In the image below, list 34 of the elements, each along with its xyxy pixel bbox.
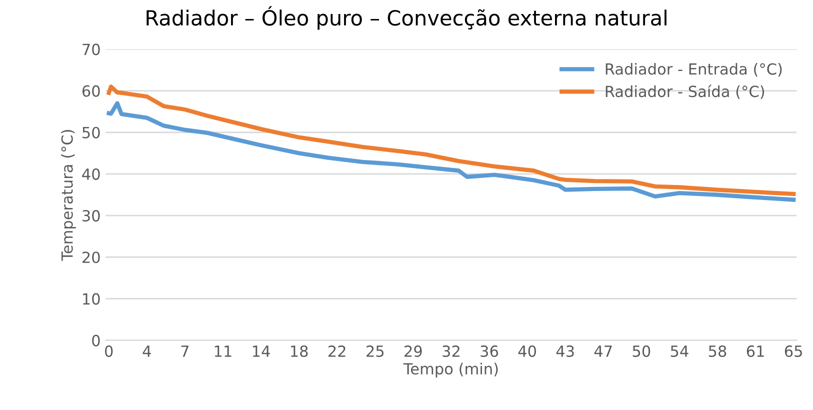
y-tick-label: 0 — [92, 334, 100, 346]
x-tick-label: 7 — [181, 346, 188, 357]
x-tick-label: 61 — [746, 345, 764, 357]
x-tick-label: 32 — [442, 345, 460, 357]
x-axis-title: Tempo (min) — [403, 362, 498, 378]
x-tick-label: 54 — [670, 346, 688, 357]
x-tick-label: 0 — [105, 345, 113, 357]
x-tick-label: 36 — [480, 345, 498, 357]
y-tick-label: 10 — [83, 293, 100, 305]
x-tick-label: 11 — [214, 346, 232, 357]
line-series — [106, 101, 796, 202]
x-tick-label: 25 — [366, 345, 384, 357]
x-tick-label: 4 — [142, 346, 151, 357]
x-tick-label: 22 — [328, 345, 346, 357]
y-tick-label: 40 — [82, 168, 100, 180]
y-tick-label: 30 — [82, 210, 100, 222]
y-axis-title: Temperatura (°C) — [61, 130, 76, 261]
x-tick-label: 43 — [556, 345, 574, 357]
x-tick-label: 40 — [518, 345, 536, 357]
y-tick-label: 70 — [82, 44, 100, 56]
x-tick-label: 50 — [632, 345, 650, 357]
legend-label: Radiador - Saída (°C) — [606, 84, 764, 99]
x-tick-label: 18 — [291, 345, 308, 357]
y-tick-label: 20 — [82, 252, 100, 264]
x-tick-label: 29 — [404, 345, 422, 357]
legend-label: Radiador - Entrada (°C) — [606, 62, 782, 77]
x-tick-label: 58 — [708, 345, 726, 357]
x-tick-label: 47 — [594, 346, 612, 357]
y-tick-label: 60 — [82, 85, 100, 97]
x-tick-label: 65 — [784, 345, 802, 357]
chart-title: Radiador – Óleo puro – Convecção externa natural — [146, 6, 666, 30]
line-series — [106, 84, 796, 196]
x-tick-label: 14 — [252, 346, 270, 357]
y-tick-label: 50 — [82, 126, 100, 138]
